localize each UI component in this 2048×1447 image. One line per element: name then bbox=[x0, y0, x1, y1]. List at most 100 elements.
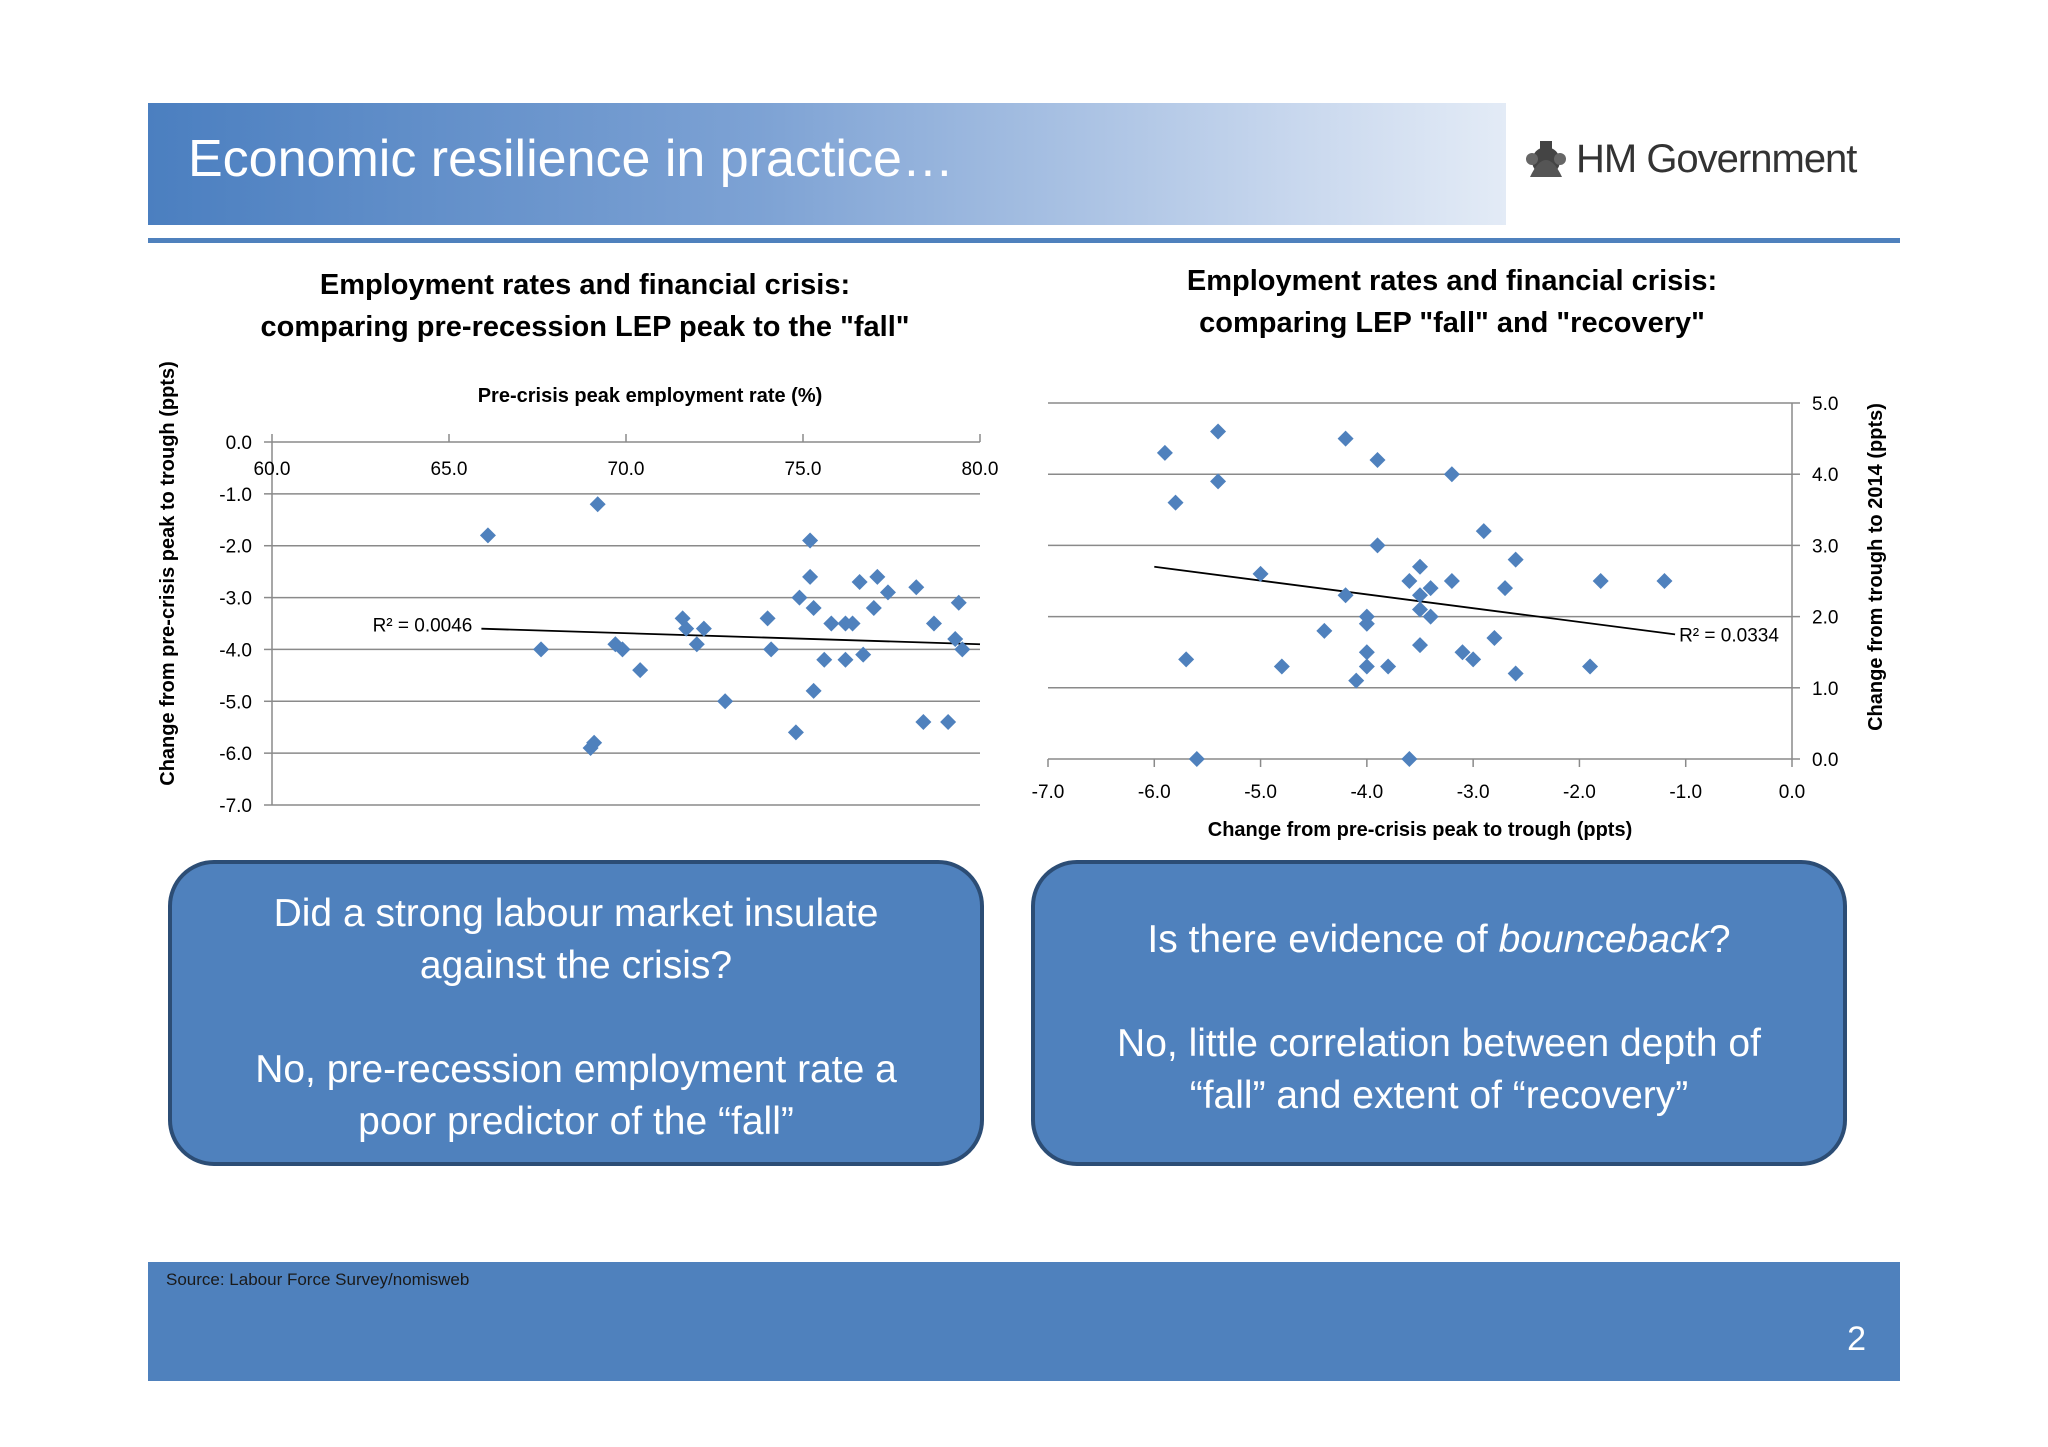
chart2-point bbox=[1401, 751, 1418, 767]
chart2-point bbox=[1178, 651, 1195, 668]
chart2-point bbox=[1592, 573, 1609, 589]
page-number: 2 bbox=[1847, 1320, 1866, 1358]
chart2-xtick-label: -5.0 bbox=[1244, 782, 1277, 803]
chart2-point bbox=[1156, 444, 1173, 461]
chart2-point bbox=[1380, 658, 1397, 675]
chart2-point bbox=[1443, 573, 1460, 589]
chart1-xtick-label: 65.0 bbox=[431, 459, 468, 480]
chart1-point bbox=[915, 714, 932, 731]
chart1-point bbox=[865, 599, 882, 616]
chart1-xtick-label: 80.0 bbox=[962, 459, 999, 480]
callout-right-question-prefix: Is there evidence of bbox=[1147, 918, 1499, 961]
chart2-point bbox=[1210, 473, 1227, 490]
chart1-ytick-label: -2.0 bbox=[219, 537, 252, 558]
chart2-xtick-label: -7.0 bbox=[1032, 782, 1065, 803]
chart1-point bbox=[802, 568, 819, 585]
chart2-point bbox=[1507, 665, 1524, 682]
callout-left-question: Did a strong labour market insulate agai… bbox=[273, 892, 879, 987]
chart1-point bbox=[479, 527, 496, 544]
chart1-point bbox=[695, 620, 712, 637]
chart2-xtick-label: -6.0 bbox=[1138, 782, 1171, 803]
chart2-point bbox=[1358, 644, 1375, 661]
chart1-ytick-label: -1.0 bbox=[219, 485, 252, 506]
callout-right-question-suffix: ? bbox=[1708, 918, 1731, 961]
chart2-point bbox=[1369, 451, 1386, 468]
callout-right-answer: No, little correlation between depth of … bbox=[1117, 1022, 1761, 1117]
chart1-point bbox=[908, 579, 925, 596]
chart2-xtick-label: -2.0 bbox=[1563, 782, 1596, 803]
chart2-point bbox=[1337, 430, 1354, 447]
chart2-scatter: 0.0 1.0 2.0 3.0 4.0 5.0 -7.0 -6.0 -5.0 -4.0 -3.0 -2… bbox=[1032, 394, 1887, 841]
chart2-point bbox=[1358, 658, 1375, 675]
chart2-point bbox=[1273, 658, 1290, 675]
title-bar: Economic resilience in practice… bbox=[148, 103, 1506, 225]
chart1-point bbox=[717, 693, 734, 710]
chart1-ytick-label: -5.0 bbox=[219, 692, 252, 713]
chart2-point bbox=[1316, 622, 1333, 639]
chart2-title: Employment rates and financial crisis: bbox=[1186, 265, 1718, 297]
chart2-r2-label: R² = 0.0334 bbox=[1679, 625, 1779, 646]
chart2-ytick-label: 1.0 bbox=[1812, 679, 1838, 700]
chart2-ytick-label: 2.0 bbox=[1812, 608, 1838, 629]
chart2-xlabel: Change from pre-crisis peak to trough (p… bbox=[1208, 819, 1632, 841]
callout-right-question-italic: bounceback bbox=[1498, 918, 1709, 961]
chart1-xtick-label: 75.0 bbox=[785, 459, 822, 480]
chart2-point bbox=[1507, 551, 1524, 568]
chart2-point bbox=[1188, 751, 1205, 767]
chart1-ylabel: Change from pre-crisis peak to trough (p… bbox=[157, 361, 179, 785]
chart1-point bbox=[823, 615, 840, 632]
chart2-point bbox=[1486, 629, 1503, 646]
chart1-title: Employment rates and financial crisis: bbox=[319, 269, 851, 301]
chart2-xtick-label: -1.0 bbox=[1669, 782, 1702, 803]
chart1-ytick-label: -6.0 bbox=[219, 744, 252, 765]
chart2-point bbox=[1497, 580, 1514, 597]
chart2-ytick-label: 3.0 bbox=[1812, 536, 1838, 557]
chart1-subtitle: comparing pre-recession LEP peak to the … bbox=[260, 311, 910, 343]
source-note: Source: Labour Force Survey/nomisweb bbox=[166, 1270, 470, 1289]
chart2-point bbox=[1412, 558, 1428, 575]
footer-bar: Source: Labour Force Survey/nomisweb 2 bbox=[148, 1262, 1900, 1381]
chart2-xtick-label: -4.0 bbox=[1350, 782, 1383, 803]
chart1-trendline bbox=[481, 627, 981, 646]
chart2-point bbox=[1210, 423, 1227, 440]
chart1-scatter: 0.0 -1.0 -2.0 -3.0 -4.0 -5.0 -6.0 -7.0 60.0 65.0 7… bbox=[157, 361, 998, 817]
chart1-point bbox=[759, 610, 776, 627]
chart1-point bbox=[632, 662, 649, 679]
chart1-xlabel: Pre-crisis peak employment rate (%) bbox=[478, 385, 823, 407]
chart2-ylabel: Change from trough to 2014 (ppts) bbox=[1865, 403, 1887, 731]
chart1-point bbox=[533, 641, 550, 658]
chart1-r2-label: R² = 0.0046 bbox=[373, 616, 473, 637]
chart1-point bbox=[787, 724, 804, 741]
chart2-point bbox=[1401, 573, 1418, 589]
chart1-ytick-label: -3.0 bbox=[219, 589, 252, 610]
chart2-point bbox=[1656, 573, 1673, 589]
chart2-ytick-label: 5.0 bbox=[1812, 394, 1838, 415]
chart1-point bbox=[805, 682, 822, 699]
chart2-xtick-label: 0.0 bbox=[1779, 782, 1805, 803]
chart2-xtick-label: -3.0 bbox=[1457, 782, 1490, 803]
chart1-xtick-label: 70.0 bbox=[608, 459, 645, 480]
chart1-point bbox=[925, 615, 942, 632]
chart1-point bbox=[869, 568, 886, 585]
chart2-point bbox=[1443, 466, 1460, 483]
chart2-subtitle: comparing LEP "fall" and "recovery" bbox=[1199, 307, 1705, 339]
logo-text: HM Government bbox=[1576, 136, 1857, 181]
chart2-point bbox=[1167, 494, 1184, 511]
chart1-point bbox=[763, 641, 780, 658]
chart1-point bbox=[851, 574, 868, 591]
chart1-point bbox=[940, 714, 957, 731]
callout-left: Did a strong labour market insulate agai… bbox=[168, 860, 984, 1166]
chart1-point bbox=[816, 651, 833, 668]
chart1-point bbox=[805, 599, 822, 616]
chart2-ytick-label: 4.0 bbox=[1812, 465, 1838, 486]
chart2-trendline bbox=[1154, 565, 1676, 636]
royal-crest-icon bbox=[1526, 141, 1566, 177]
chart1-ytick-label: 0.0 bbox=[226, 433, 252, 454]
callout-left-answer: No, pre-recession employment rate a poor… bbox=[255, 1048, 897, 1143]
chart1-title-block: Employment rates and financial crisis: c… bbox=[225, 264, 945, 348]
chart1-xtick-label: 60.0 bbox=[254, 459, 291, 480]
slide-title: Economic resilience in practice… bbox=[188, 130, 954, 188]
chart2-point bbox=[1369, 537, 1386, 554]
chart2-point bbox=[1412, 637, 1428, 654]
